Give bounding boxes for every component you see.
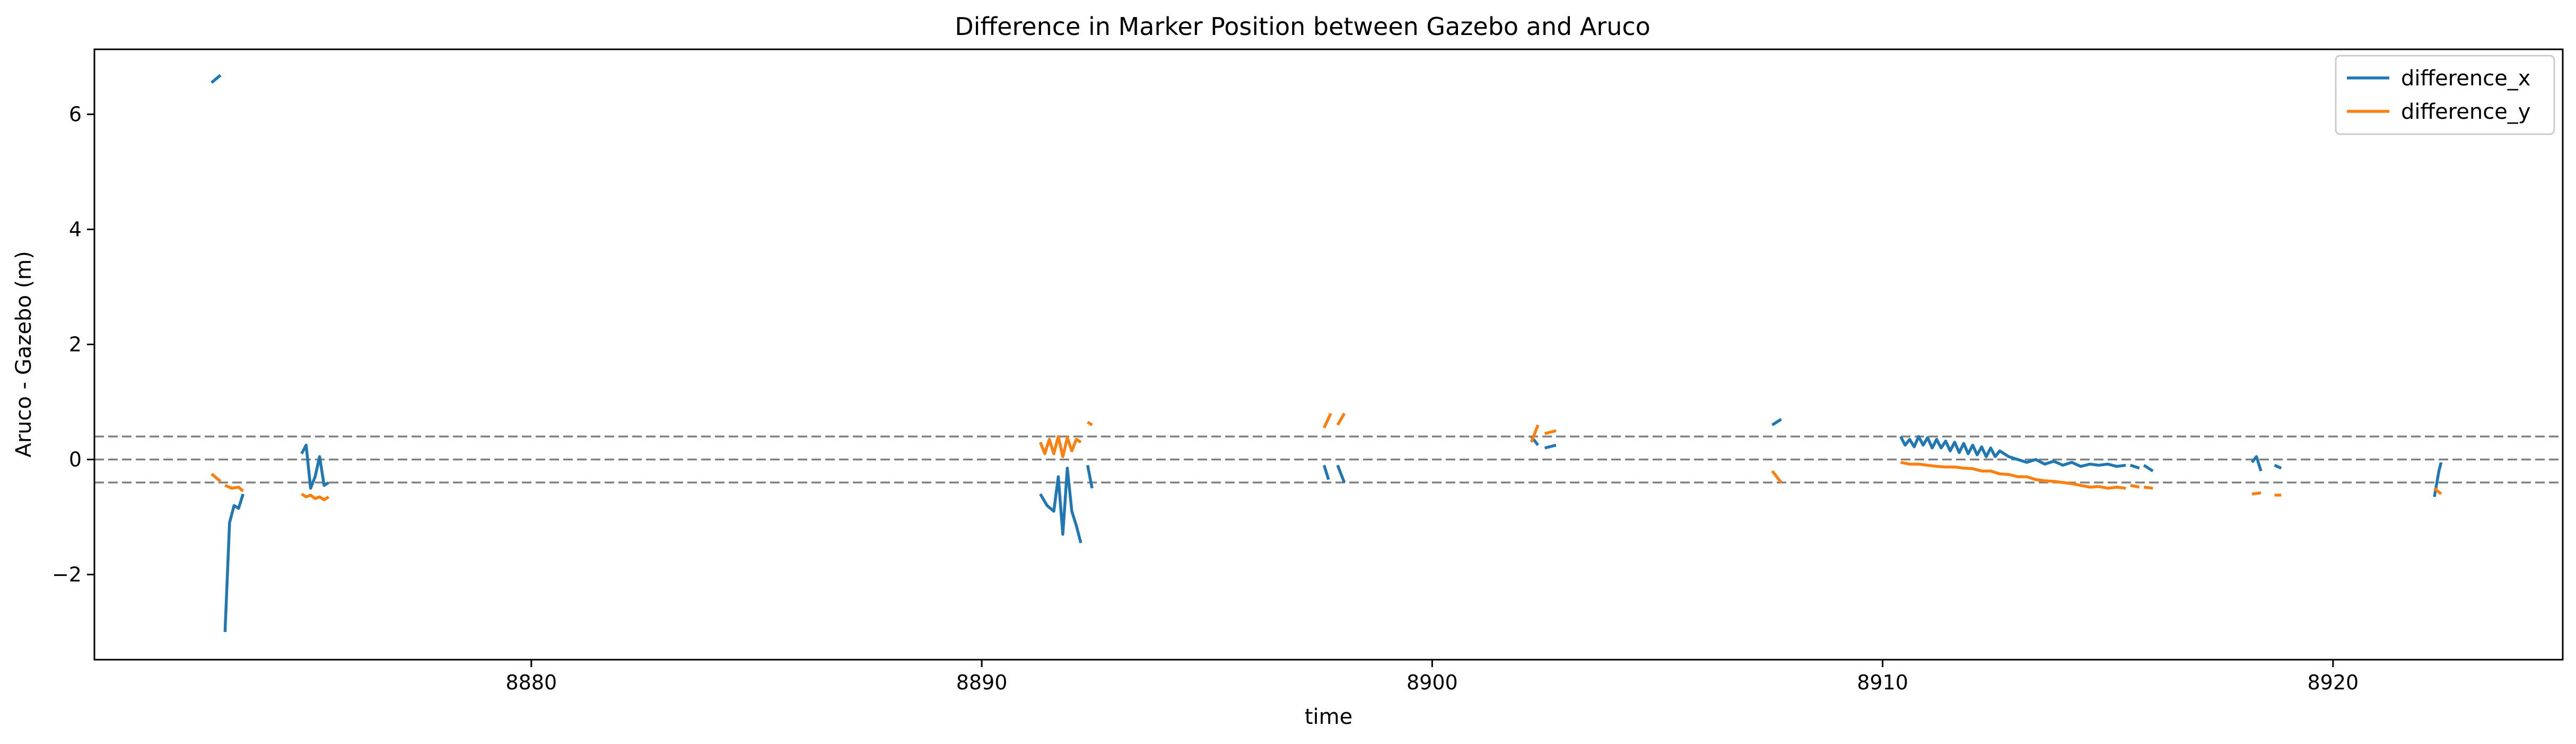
series-difference-x-segment-4 <box>1086 465 1094 489</box>
series-difference-x-segment-13 <box>2250 455 2263 472</box>
series-difference-y-segment-6 <box>1336 413 1346 426</box>
chart-title: Difference in Marker Position between Ga… <box>955 12 1651 41</box>
series-difference-y-segment-1 <box>224 484 244 493</box>
series-layer <box>211 74 2443 633</box>
x-tick-label-3: 8910 <box>1857 671 1908 694</box>
reference-lines <box>94 435 2563 484</box>
series-difference-x-segment-10 <box>1899 435 2126 468</box>
series-difference-y-segment-2 <box>301 493 330 502</box>
series-difference-y-segment-11 <box>2130 484 2140 489</box>
series-difference-x-segment-11 <box>2129 463 2140 470</box>
series-difference-x-segment-12 <box>2143 463 2154 472</box>
series-difference-y-segment-3 <box>1038 435 1082 458</box>
series-difference-x-segment-14 <box>2274 463 2282 470</box>
x-axis: 8880 8890 8900 8910 8920 <box>505 660 2359 694</box>
y-tick-label-2: 2 <box>69 333 82 356</box>
legend-label-difference-x: difference_x <box>2401 66 2530 91</box>
series-difference-y-segment-12 <box>2143 485 2153 490</box>
series-difference-x-segment-1 <box>223 493 244 633</box>
series-difference-x-segment-0 <box>211 74 222 84</box>
y-axis: −2 0 2 4 6 <box>52 103 94 586</box>
series-difference-y-segment-13 <box>2251 491 2261 496</box>
legend: difference_x difference_y <box>2335 55 2555 135</box>
legend-box <box>2335 55 2555 135</box>
series-difference-y-segment-0 <box>211 472 222 483</box>
series-difference-y-segment-15 <box>2433 487 2442 495</box>
y-tick-label-4: 6 <box>69 103 82 126</box>
x-tick-label-4: 8920 <box>2308 671 2359 694</box>
series-difference-x-segment-6 <box>1336 465 1346 483</box>
series-difference-x-segment-5 <box>1322 465 1330 480</box>
x-tick-label-0: 8880 <box>505 671 557 694</box>
series-difference-y-segment-9 <box>1771 470 1783 484</box>
series-difference-y-segment-4 <box>1087 421 1093 426</box>
series-difference-x <box>211 74 2443 633</box>
series-difference-x-segment-8 <box>1544 443 1557 450</box>
series-difference-x-segment-2 <box>300 443 330 490</box>
series-difference-y-segment-10 <box>1900 461 2126 490</box>
series-difference-y-segment-8 <box>1544 429 1557 435</box>
y-tick-label-0: −2 <box>52 563 82 586</box>
y-tick-label-3: 4 <box>69 218 82 241</box>
x-tick-label-1: 8890 <box>956 671 1008 694</box>
series-difference-x-segment-9 <box>1771 418 1782 426</box>
y-tick-label-1: 0 <box>69 448 82 471</box>
series-difference-x-segment-3 <box>1039 467 1082 544</box>
x-axis-label: time <box>1305 705 1352 729</box>
legend-label-difference-y: difference_y <box>2401 100 2530 124</box>
y-axis-label: Aruco - Gazebo (m) <box>12 251 36 457</box>
series-difference-y-segment-7 <box>1530 424 1540 443</box>
series-difference-y <box>211 413 2442 502</box>
x-tick-label-2: 8900 <box>1407 671 1458 694</box>
plot-frame <box>93 48 2564 661</box>
series-difference-y-segment-5 <box>1323 413 1332 428</box>
